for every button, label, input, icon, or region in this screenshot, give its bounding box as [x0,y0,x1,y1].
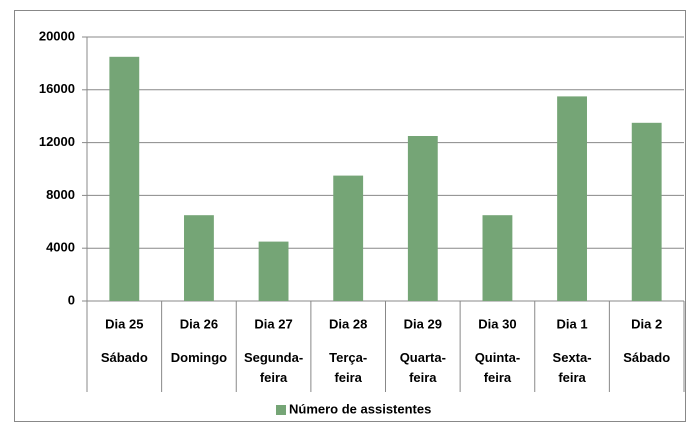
x-group-label: Sexta-feira [552,350,592,385]
y-tick-label: 8000 [46,187,75,202]
x-group-label-box: Quinta-feira [474,350,521,385]
x-tick-label: Dia 30 [478,316,516,331]
x-group-label: Sábado [100,350,148,365]
legend-label: Número de assistentes [289,401,431,416]
x-tick-label: Dia 26 [180,316,218,331]
bar [407,136,438,301]
x-group-label: Terça-feira [329,350,368,385]
x-group-label: Segunda-feira [243,350,304,385]
x-group-label-box: Domingo [170,350,228,365]
bar [109,56,140,301]
x-group-label-box: Quarta-feira [399,350,446,385]
x-group-label-box: Sábado [100,350,148,365]
bar [631,122,662,301]
x-tick-label: Dia 25 [105,316,143,331]
legend-swatch [276,405,286,415]
x-group-label-box: Sábado [623,350,671,365]
x-tick-label: Dia 27 [254,316,292,331]
bar [258,241,289,301]
y-tick-label: 4000 [46,240,75,255]
y-tick-label: 12000 [39,134,75,149]
x-group-label-box: Terça-feira [329,350,368,385]
bar [557,96,587,302]
x-group-label: Quarta-feira [399,350,446,385]
x-tick-label: Dia 2 [631,316,662,331]
y-tick-label: 0 [68,292,75,307]
bar [184,215,214,301]
bar [482,215,513,301]
y-tick-label: 20000 [39,28,75,43]
x-tick-label: Dia 29 [404,316,442,331]
x-tick-label: Dia 28 [329,316,367,331]
y-tick-label: 16000 [39,81,75,96]
x-group-label-box: Segunda-feira [243,350,304,385]
x-tick-label: Dia 1 [557,316,588,331]
x-group-label-box: Sexta-feira [552,350,592,385]
bar [333,175,364,301]
x-group-label: Domingo [170,350,228,365]
x-group-label: Quinta-feira [474,350,521,385]
x-group-label: Sábado [623,350,671,365]
